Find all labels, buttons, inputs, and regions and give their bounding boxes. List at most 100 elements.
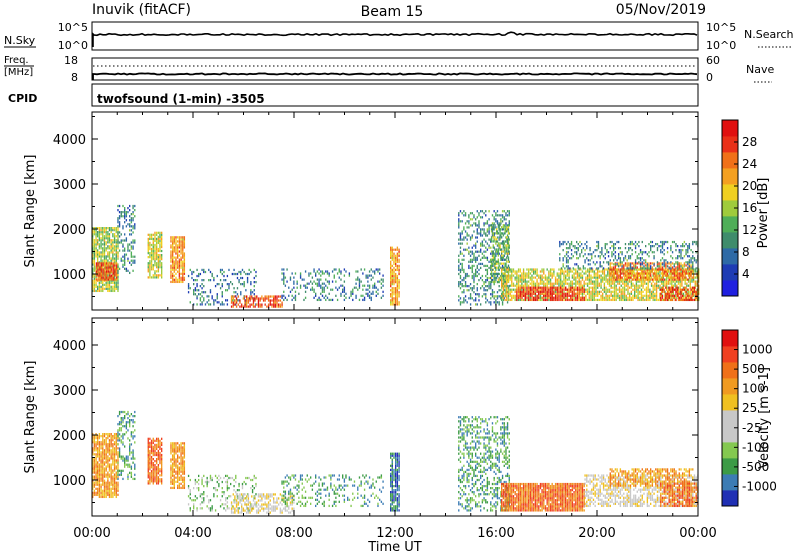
heatmap-cell — [578, 280, 580, 283]
heatmap-cell — [543, 290, 545, 293]
heatmap-cell — [670, 294, 672, 297]
heatmap-cell — [590, 296, 592, 299]
heatmap-cell — [654, 272, 656, 275]
heatmap-cell — [546, 294, 548, 297]
heatmap-cell — [276, 295, 278, 298]
heatmap-cell — [469, 218, 472, 221]
heatmap-cell — [645, 272, 647, 275]
heatmap-cell — [481, 234, 484, 237]
heatmap-cell — [276, 303, 278, 306]
heatmap-cell — [343, 288, 346, 291]
heatmap-cell — [488, 281, 490, 284]
heatmap-cell — [129, 204, 131, 208]
heatmap-cell — [670, 290, 672, 293]
heatmap-cell — [655, 243, 657, 246]
heatmap-cell — [239, 301, 241, 304]
heatmap-cell — [688, 294, 691, 297]
heatmap-cell — [613, 274, 616, 277]
heatmap-cell — [660, 251, 662, 254]
heatmap-cell — [602, 294, 604, 297]
heatmap-cell — [304, 286, 307, 289]
heatmap-cell — [687, 272, 689, 275]
heatmap-cell — [283, 276, 285, 279]
heatmap-cell — [468, 289, 470, 292]
heatmap-cell — [677, 294, 679, 297]
heatmap-cell — [112, 287, 114, 290]
heatmap-cell — [393, 258, 395, 261]
heatmap-cell — [536, 294, 538, 297]
heatmap-cell — [501, 228, 504, 231]
heatmap-cell — [497, 226, 500, 229]
heatmap-cell — [103, 251, 106, 254]
heatmap-cell — [502, 286, 505, 289]
heatmap-cell — [541, 296, 543, 299]
heatmap-cell — [506, 284, 508, 287]
heatmap-cell — [692, 280, 695, 283]
heatmap-cell — [299, 272, 302, 275]
heatmap-cell — [485, 301, 487, 304]
heatmap-cell — [668, 296, 670, 299]
heatmap-cell — [172, 264, 174, 267]
heatmap-cell — [321, 282, 324, 285]
heatmap-cell — [122, 259, 124, 262]
heatmap-cell — [117, 253, 119, 256]
heatmap-cell — [685, 298, 687, 302]
heatmap-cell — [506, 296, 508, 299]
heatmap-cell — [578, 298, 580, 302]
heatmap-cell — [623, 296, 626, 299]
heatmap-cell — [682, 249, 684, 252]
heatmap-cell — [398, 291, 400, 294]
heatmap-cell — [505, 214, 507, 217]
heatmap-cell — [517, 282, 520, 285]
heatmap-cell — [570, 290, 572, 293]
heatmap-cell — [338, 270, 340, 273]
heatmap-cell — [485, 250, 487, 253]
heatmap-cell — [689, 292, 691, 295]
heatmap-cell — [257, 305, 260, 308]
heatmap-cell — [109, 268, 111, 271]
heatmap-cell — [503, 274, 505, 278]
heatmap-cell — [613, 276, 615, 279]
heatmap-cell — [253, 276, 255, 280]
heatmap-cell — [671, 292, 673, 295]
heatmap-cell — [350, 292, 352, 295]
heatmap-cell — [507, 246, 510, 249]
heatmap-cell — [645, 267, 647, 270]
heatmap-cell — [631, 253, 633, 256]
heatmap-cell — [473, 252, 475, 255]
heatmap-cell — [633, 276, 635, 279]
heatmap-cell — [669, 272, 671, 275]
heatmap-cell — [676, 290, 678, 293]
heatmap-cell — [693, 298, 696, 302]
heatmap-cell — [490, 301, 492, 304]
heatmap-cell — [132, 219, 134, 222]
heatmap-cell — [613, 268, 615, 271]
heatmap-cell — [103, 239, 106, 242]
heatmap-cell — [636, 262, 638, 265]
heatmap-cell — [97, 239, 99, 242]
heatmap-cell — [517, 290, 520, 293]
heatmap-cell — [113, 281, 116, 284]
heatmap-cell — [493, 276, 495, 280]
heatmap-cell — [588, 288, 590, 291]
heatmap-cell — [493, 222, 495, 225]
heatmap-cell — [247, 301, 250, 304]
heatmap-cell — [393, 287, 395, 290]
heatmap-cell — [676, 270, 678, 273]
heatmap-cell — [501, 266, 504, 270]
heatmap-cell — [488, 244, 490, 247]
heatmap-cell — [516, 292, 518, 295]
heatmap-cell — [669, 280, 671, 283]
heatmap-cell — [107, 276, 109, 279]
heatmap-cell — [692, 261, 694, 264]
heatmap-cell — [586, 240, 588, 244]
heatmap-cell — [506, 226, 508, 229]
heatmap-cell — [586, 284, 589, 287]
heatmap-cell — [687, 292, 690, 295]
heatmap-cell — [508, 252, 510, 255]
heatmap-cell — [471, 297, 473, 300]
heatmap-cell — [516, 276, 518, 279]
heatmap-cell — [103, 255, 106, 258]
heatmap-cell — [688, 274, 691, 277]
heatmap-cell — [117, 245, 119, 248]
